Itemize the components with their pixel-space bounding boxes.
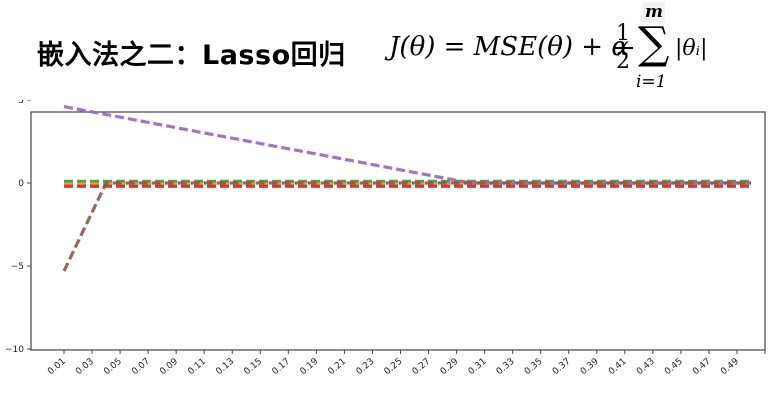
summation-icon: ∑ xyxy=(638,18,670,69)
x-tick-label: 0.35 xyxy=(523,357,545,378)
y-tick-label: 5 xyxy=(18,100,24,106)
sum-upper-limit: m xyxy=(643,2,665,22)
y-axis: 50−5−10−15−20 xyxy=(5,100,31,355)
x-tick-label: 0.33 xyxy=(495,357,517,378)
x-tick-label: 0.19 xyxy=(299,356,321,377)
series-lines xyxy=(62,105,751,272)
formula-fraction: 1 2 xyxy=(613,22,633,74)
x-tick-label: 0.07 xyxy=(130,357,152,378)
x-tick-label: 0.01 xyxy=(46,357,68,378)
y-tick-label: −5 xyxy=(11,262,24,272)
x-tick-label: 0.29 xyxy=(439,356,461,377)
x-tick-label: 0.17 xyxy=(270,357,292,378)
x-tick-label: 0.49 xyxy=(719,356,741,377)
x-tick-label: 0.37 xyxy=(551,357,573,378)
x-tick-label: 0.11 xyxy=(186,357,208,378)
series-line-coef_4 xyxy=(63,105,751,185)
plot-area xyxy=(30,111,766,351)
x-tick-label: 0.25 xyxy=(383,357,405,378)
x-tick-label: 0.15 xyxy=(242,357,264,378)
x-tick-label: 0.03 xyxy=(74,357,96,378)
x-tick-label: 0.27 xyxy=(411,357,433,378)
y-tick-label: 0 xyxy=(18,179,24,189)
x-tick-label: 0.23 xyxy=(355,357,377,378)
x-tick-label: 0.13 xyxy=(214,357,236,378)
x-tick-label: 0.43 xyxy=(635,357,657,378)
x-tick-label: 0.21 xyxy=(327,357,349,378)
fraction-bar xyxy=(613,47,633,49)
fraction-numerator: 1 xyxy=(616,21,630,46)
lasso-formula: J(θ) = MSE(θ) + α 1 2 m ∑ i=1 |θᵢ| xyxy=(385,2,725,94)
formula-lhs: J(θ) = MSE(θ) + α xyxy=(389,32,629,62)
fraction-denominator: 2 xyxy=(616,49,630,74)
x-tick-label: 0.47 xyxy=(691,357,713,378)
y-tick-label: −10 xyxy=(5,345,24,355)
slide-title: 嵌入法之二：Lasso回归 xyxy=(37,40,346,71)
x-tick-label: 0.09 xyxy=(158,356,180,377)
x-tick-label: 0.05 xyxy=(102,357,124,378)
formula-term: |θᵢ| xyxy=(675,36,708,61)
sum-lower-limit: i=1 xyxy=(636,72,667,92)
x-tick-label: 0.31 xyxy=(467,357,489,378)
lasso-coefficient-chart: 50−5−10−15−20 0.010.030.050.070.090.110.… xyxy=(5,100,766,378)
x-tick-label: 0.45 xyxy=(663,357,685,378)
x-axis: 0.01 0.03 0.05 0.07 0.09 0.11 0.13 0.15 0.17 0.19… xyxy=(46,350,766,378)
x-tick-label: 0.39 xyxy=(579,356,601,377)
series-line-coef_5 xyxy=(62,181,751,272)
x-tick-label: 0.41 xyxy=(607,357,629,378)
